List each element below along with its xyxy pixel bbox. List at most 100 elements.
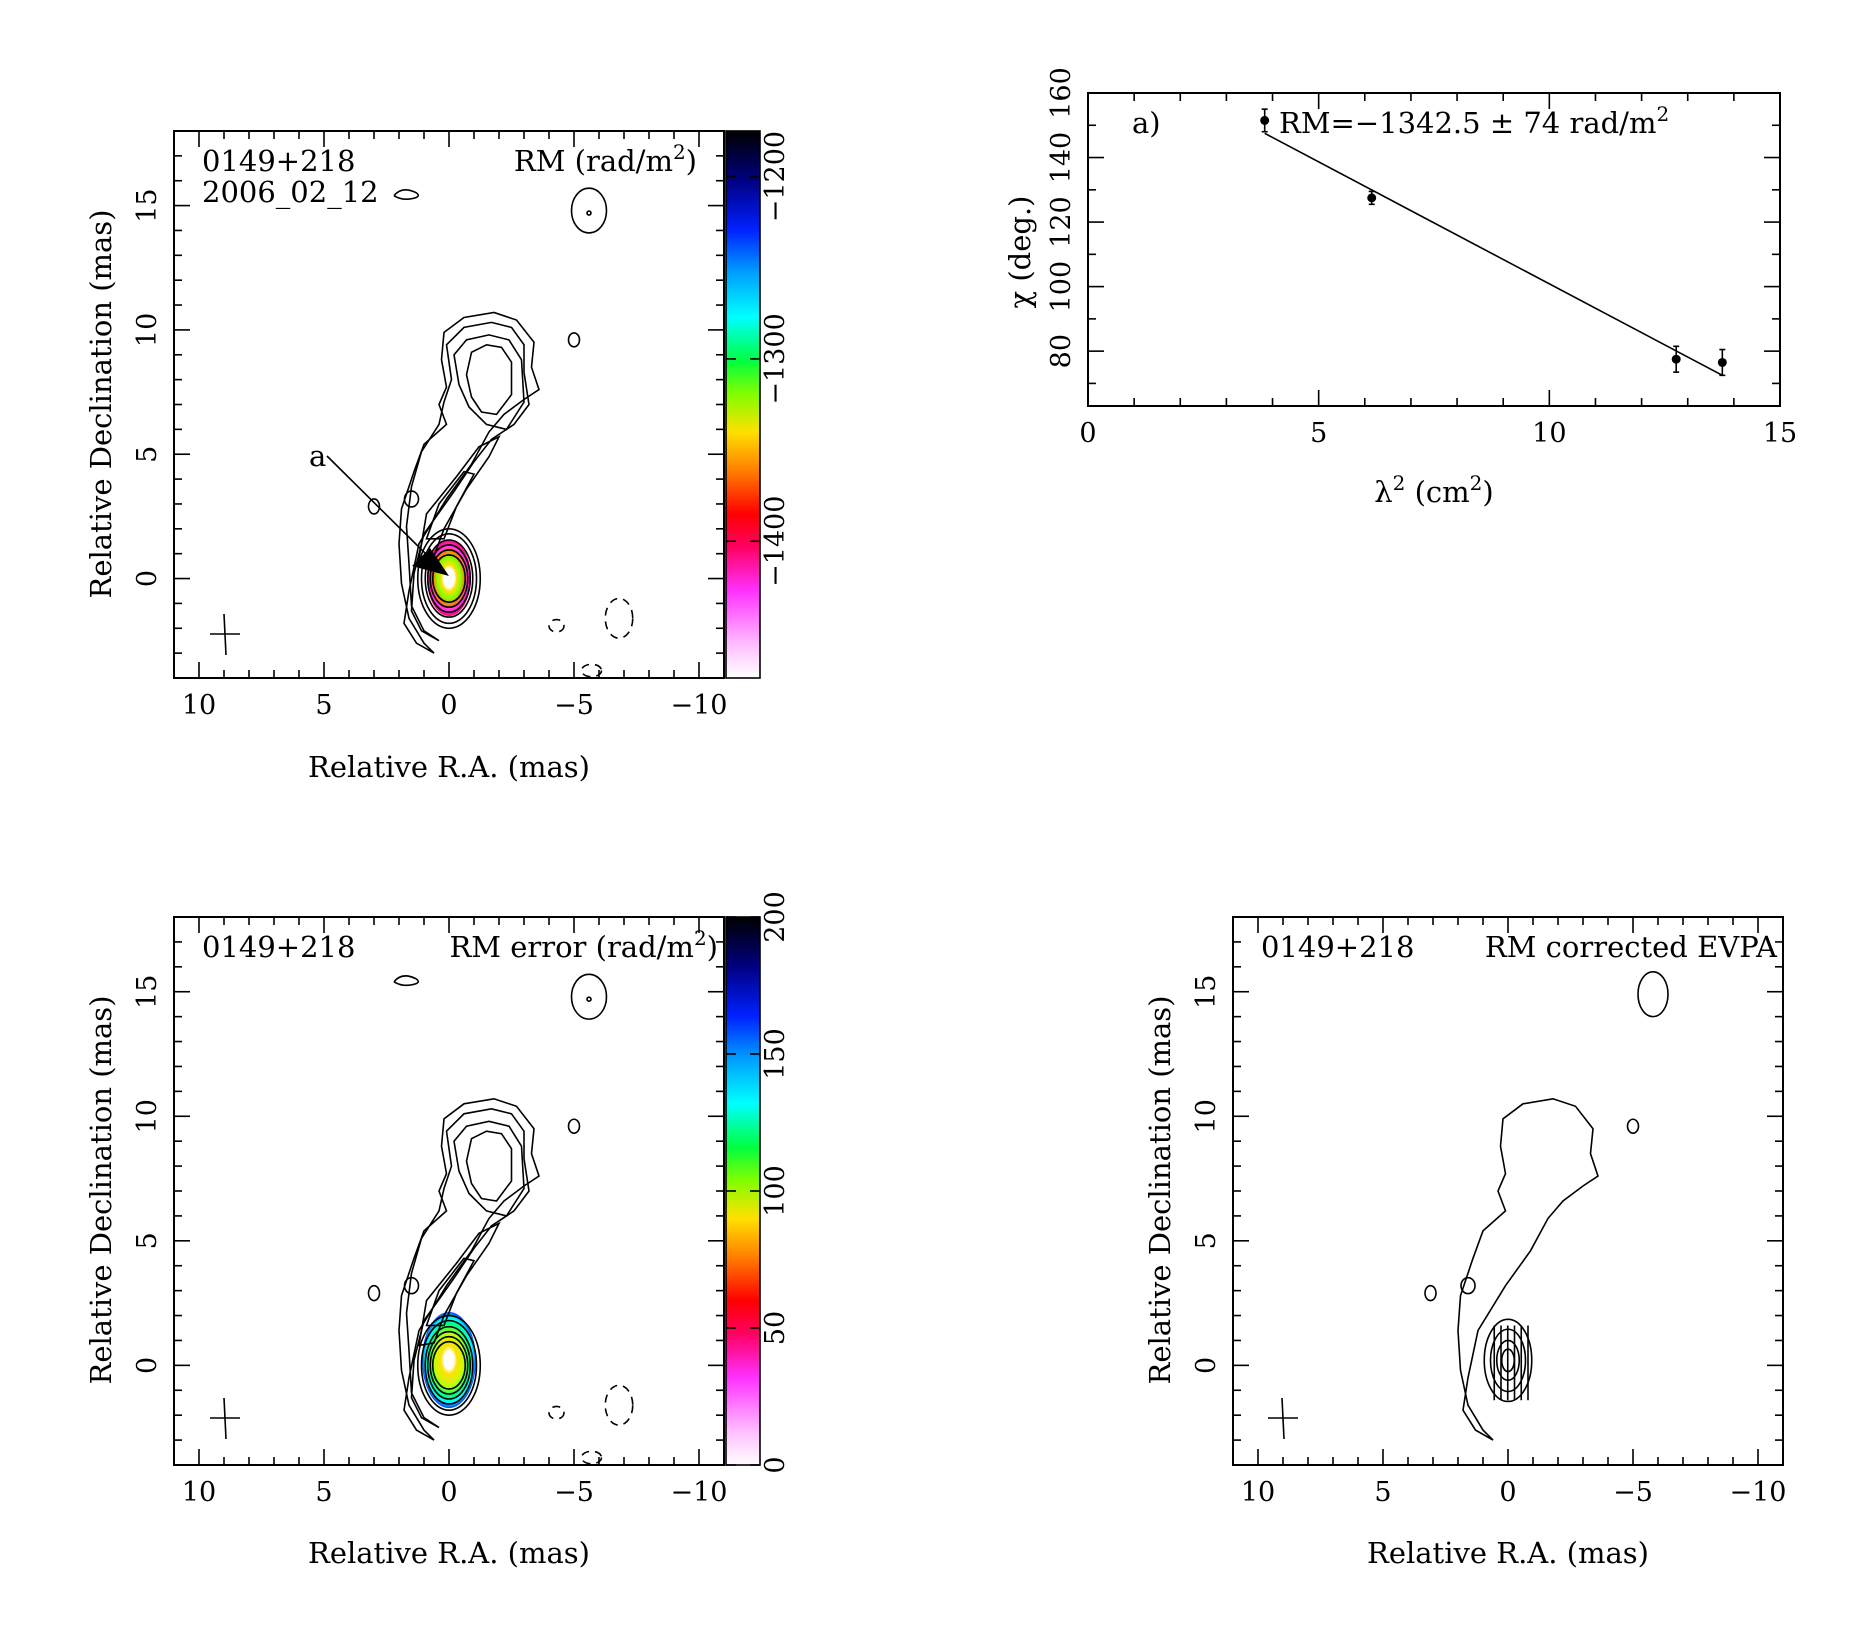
contour (420, 532, 478, 625)
x-tick-label: 5 (315, 1477, 332, 1508)
y-tick-label: 0 (1191, 1357, 1222, 1374)
negative-contour (604, 1384, 634, 1426)
isolated-contour (570, 187, 608, 234)
y-tick-label: 5 (132, 446, 163, 463)
colorbar-tick-label: −1300 (760, 313, 791, 404)
rm-fit-y-tick-labels: 80 100 120 140 160 (1046, 67, 1077, 368)
contour (429, 549, 469, 608)
evpa-map-x-tick-labels: 10 5 0 −5 −10 (1241, 1477, 1787, 1508)
isolated-contour (1637, 971, 1669, 1018)
rm-map-contours (367, 187, 634, 678)
rm-error-colorbar-ticks: 0 50 100 150 200 (726, 891, 791, 1474)
data-point (1367, 193, 1377, 203)
rm-arrow-head (412, 548, 449, 576)
contour (425, 1257, 476, 1327)
rm-map-source-label: 0149+218 (202, 144, 355, 178)
y-tick-label: 15 (132, 975, 163, 1009)
y-tick-label: 0 (132, 570, 163, 587)
rm-error-map-x-tick-labels: 10 5 0 −5 −10 (182, 1477, 728, 1508)
contour (405, 1107, 530, 1429)
rm-error-map-source-label: 0149+218 (202, 930, 355, 964)
rm-arrow-label: a (309, 439, 326, 473)
colorbar-tick-label: 50 (760, 1311, 791, 1345)
fit-line (1264, 132, 1723, 377)
rm-error-map-contours (367, 973, 634, 1465)
rm-fit-frame (1087, 92, 1781, 407)
y-tick-label: 15 (1191, 975, 1222, 1009)
rm-error-map-x-axis-title: Relative R.A. (mas) (308, 1536, 590, 1570)
contour (418, 435, 501, 560)
rm-map-title: RM (rad/m2) (514, 140, 697, 178)
x-tick-label: 0 (440, 1477, 457, 1508)
contour (431, 1340, 467, 1390)
x-tick-label: 10 (1532, 418, 1566, 449)
rm-error-map-ticks (174, 917, 724, 1465)
contour (424, 1325, 474, 1405)
contour (429, 1335, 469, 1395)
isolated-contour (1460, 1276, 1476, 1295)
rm-map-x-tick-labels: 10 5 0 −5 −10 (182, 690, 728, 721)
evpa-map-beam-cross (1268, 1397, 1298, 1440)
isolated-contour (1424, 1284, 1437, 1302)
x-tick-label: −5 (554, 1477, 594, 1508)
evpa-map-source-label: 0149+218 (1261, 930, 1414, 964)
negative-contour (580, 1450, 603, 1465)
negative-contour (604, 597, 634, 640)
y-tick-label: 160 (1046, 67, 1077, 119)
y-tick-label: 5 (1191, 1232, 1222, 1249)
y-tick-label: 5 (132, 1232, 163, 1249)
x-tick-label: −10 (671, 690, 728, 721)
x-tick-label: 5 (1374, 1477, 1391, 1508)
rm-map-y-axis-title: Relative Declination (mas) (84, 209, 118, 598)
isolated-contour (570, 973, 608, 1020)
evpa-vectors (1493, 1325, 1529, 1401)
y-tick-label: 0 (132, 1357, 163, 1374)
rm-error-map-y-axis-title: Relative Declination (mas) (84, 995, 118, 1384)
rm-map-y-tick-labels: 0 5 10 15 (132, 188, 163, 587)
isolated-contour (586, 996, 592, 1003)
rm-map-beam-cross (210, 613, 240, 656)
contour (424, 539, 474, 618)
x-tick-label: 0 (1079, 418, 1096, 449)
negative-contour (580, 663, 603, 678)
colorbar-tick-label: 100 (760, 1165, 791, 1217)
data-point (1671, 354, 1681, 364)
contour (465, 1130, 513, 1202)
contour (420, 1319, 478, 1412)
contour (416, 1314, 482, 1416)
x-tick-label: −5 (554, 690, 594, 721)
y-tick-label: 80 (1046, 334, 1077, 368)
isolated-contour (403, 1276, 420, 1295)
y-tick-label: 15 (132, 188, 163, 222)
data-point (1717, 357, 1727, 367)
x-tick-label: 0 (1499, 1477, 1516, 1508)
evpa-map-y-axis-title: Relative Declination (mas) (1143, 995, 1177, 1384)
isolated-contour (403, 490, 420, 508)
x-tick-label: −10 (671, 1477, 728, 1508)
rm-fit-panel-tag: a) (1132, 106, 1161, 140)
contour (426, 544, 472, 613)
evpa-map-panel: 10 5 0 −5 −10 0 5 10 15 0149+218 RM corrected E… (1143, 916, 1787, 1570)
rm-colorbar-ticks: −1400 −1300 −1200 (726, 131, 791, 587)
contour (453, 1120, 525, 1217)
isolated-contour (393, 188, 420, 201)
colorbar-tick-label: 200 (760, 891, 791, 943)
contour (453, 334, 525, 431)
rm-map-x-axis-title: Relative R.A. (mas) (308, 750, 590, 784)
colorbar-tick-label: 150 (760, 1028, 791, 1080)
negative-contour (548, 1405, 565, 1420)
y-tick-label: 10 (1191, 1099, 1222, 1133)
rm-error-map-title: RM error (rad/m2) (449, 926, 718, 964)
isolated-contour (1626, 1118, 1640, 1135)
colorbar-tick-label: 0 (760, 1456, 791, 1473)
rm-fit-y-axis-title: χ (deg.) (1003, 196, 1037, 309)
contour (425, 470, 476, 540)
y-tick-label: 100 (1046, 261, 1077, 313)
rm-fit-data (1260, 108, 1727, 377)
x-tick-label: 0 (440, 690, 457, 721)
contour (416, 528, 482, 630)
y-tick-label: 10 (132, 1099, 163, 1133)
rm-map-panel: 10 5 0 −5 −10 0 5 10 15 a 0149+218 2006_02_12 R… (84, 130, 791, 784)
rm-arrow-shaft (326, 455, 433, 561)
